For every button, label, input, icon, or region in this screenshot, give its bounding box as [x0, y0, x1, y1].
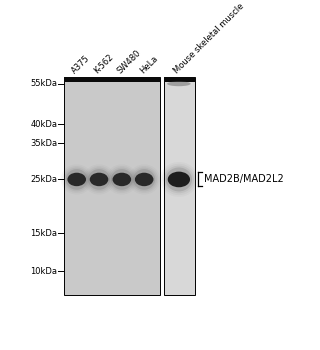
Ellipse shape: [167, 81, 191, 86]
Ellipse shape: [135, 173, 154, 186]
Ellipse shape: [88, 169, 110, 190]
Text: 35kDa: 35kDa: [30, 139, 57, 148]
Text: A375: A375: [70, 54, 92, 76]
Ellipse shape: [168, 172, 190, 187]
Bar: [164, 77, 195, 295]
Ellipse shape: [90, 173, 108, 186]
Text: 40kDa: 40kDa: [30, 120, 57, 129]
Ellipse shape: [166, 167, 192, 191]
Bar: [64, 77, 160, 83]
Text: K-562: K-562: [93, 53, 116, 76]
Text: MAD2B/MAD2L2: MAD2B/MAD2L2: [204, 174, 284, 184]
Ellipse shape: [113, 173, 131, 186]
Text: Mouse skeletal muscle: Mouse skeletal muscle: [172, 2, 246, 76]
Ellipse shape: [64, 168, 89, 191]
Text: HeLa: HeLa: [138, 54, 159, 76]
Bar: [64, 77, 160, 295]
Ellipse shape: [86, 168, 112, 191]
Text: 15kDa: 15kDa: [30, 229, 57, 238]
Text: 10kDa: 10kDa: [30, 267, 57, 275]
Text: 25kDa: 25kDa: [30, 175, 57, 184]
Ellipse shape: [111, 169, 133, 190]
Text: 55kDa: 55kDa: [30, 79, 57, 88]
Ellipse shape: [109, 168, 134, 191]
Ellipse shape: [66, 169, 88, 190]
Bar: [164, 77, 195, 83]
Ellipse shape: [164, 166, 194, 193]
Text: SW480: SW480: [116, 49, 143, 76]
Ellipse shape: [132, 168, 157, 191]
Ellipse shape: [133, 169, 155, 190]
Ellipse shape: [68, 173, 86, 186]
